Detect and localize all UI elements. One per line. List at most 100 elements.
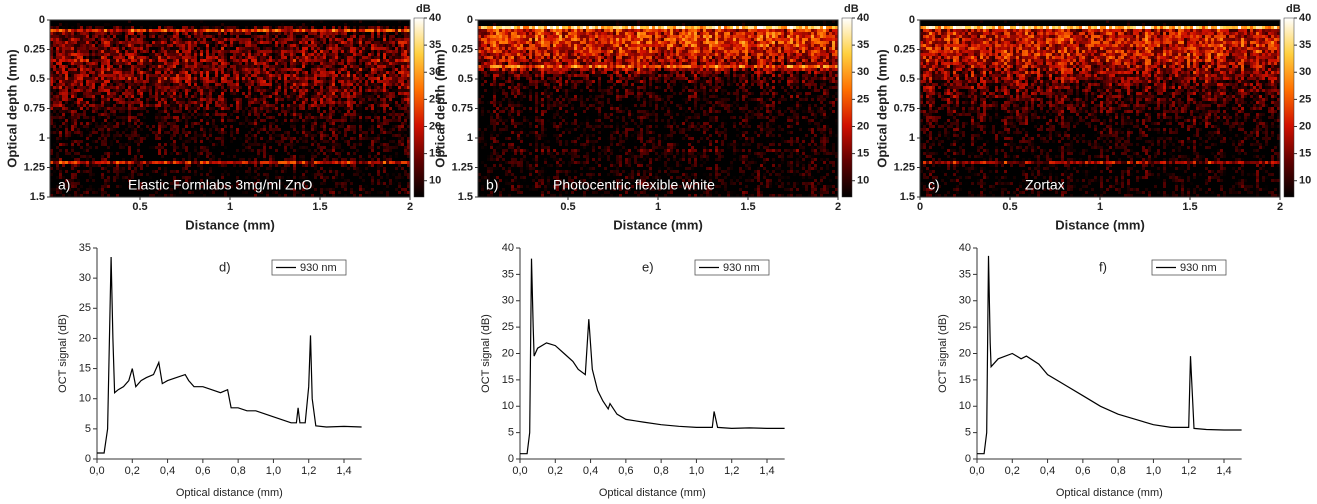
speckle — [284, 38, 287, 41]
speckle — [77, 62, 80, 65]
speckle — [224, 65, 227, 68]
speckle — [74, 38, 77, 41]
speckle — [80, 110, 83, 113]
speckle — [236, 77, 239, 80]
speckle — [299, 74, 302, 77]
speckle — [350, 110, 353, 113]
speckle — [332, 125, 335, 128]
speckle — [290, 125, 293, 128]
speckle — [218, 107, 221, 110]
speckle — [320, 47, 323, 50]
speckle — [152, 140, 155, 143]
speckle — [134, 140, 137, 143]
speckle — [71, 128, 74, 131]
speckle — [203, 116, 206, 119]
speckle — [383, 83, 386, 86]
speckle — [275, 86, 278, 89]
speckle — [113, 95, 116, 98]
speckle — [173, 44, 176, 47]
speckle — [95, 140, 98, 143]
speckle — [173, 68, 176, 71]
speckle — [56, 59, 59, 62]
speckle — [245, 89, 248, 92]
speckle — [98, 32, 101, 35]
speckle — [56, 53, 59, 56]
speckle — [218, 29, 221, 32]
speckle — [83, 74, 86, 77]
speckle — [314, 41, 317, 44]
speckle — [371, 68, 374, 71]
speckle — [146, 104, 149, 107]
speckle — [365, 56, 368, 59]
speckle — [71, 23, 74, 26]
speckle — [362, 107, 365, 110]
speckle — [137, 35, 140, 38]
speckle — [113, 62, 116, 65]
speckle — [89, 119, 92, 122]
speckle — [287, 56, 290, 59]
speckle — [89, 56, 92, 59]
speckle — [62, 68, 65, 71]
speckle — [284, 62, 287, 65]
speckle — [383, 68, 386, 71]
speckle — [281, 47, 284, 50]
speckle — [242, 65, 245, 68]
speckle — [266, 95, 269, 98]
speckle — [194, 44, 197, 47]
speckle — [230, 23, 233, 26]
speckle — [395, 140, 398, 143]
speckle — [212, 131, 215, 134]
speckle — [296, 101, 299, 104]
speckle — [380, 38, 383, 41]
speckle — [161, 140, 164, 143]
speckle — [140, 77, 143, 80]
speckle — [266, 128, 269, 131]
speckle — [245, 134, 248, 137]
speckle — [341, 41, 344, 44]
speckle — [326, 74, 329, 77]
speckle — [89, 86, 92, 89]
speckle — [107, 119, 110, 122]
speckle — [404, 116, 407, 119]
speckle — [221, 125, 224, 128]
speckle — [119, 59, 122, 62]
speckle — [401, 98, 404, 101]
speckle — [119, 32, 122, 35]
speckle — [107, 77, 110, 80]
speckle — [185, 104, 188, 107]
speckle — [167, 53, 170, 56]
speckle — [263, 92, 266, 95]
speckle — [104, 29, 107, 32]
speckle — [350, 74, 353, 77]
speckle — [164, 137, 167, 140]
speckle — [113, 83, 116, 86]
speckle — [59, 41, 62, 44]
speckle — [128, 101, 131, 104]
speckle — [86, 41, 89, 44]
speckle — [86, 116, 89, 119]
speckle — [56, 32, 59, 35]
speckle — [263, 50, 266, 53]
speckle — [110, 101, 113, 104]
speckle — [287, 110, 290, 113]
speckle — [308, 116, 311, 119]
speckle — [287, 89, 290, 92]
speckle — [386, 137, 389, 140]
speckle — [191, 137, 194, 140]
speckle — [338, 74, 341, 77]
speckle — [272, 101, 275, 104]
speckle — [284, 92, 287, 95]
speckle — [182, 140, 185, 143]
speckle — [377, 83, 380, 86]
speckle — [254, 89, 257, 92]
speckle — [161, 23, 164, 26]
speckle — [239, 92, 242, 95]
speckle — [233, 50, 236, 53]
speckle — [146, 86, 149, 89]
speckle — [161, 80, 164, 83]
speckle — [89, 50, 92, 53]
speckle — [152, 77, 155, 80]
speckle — [314, 116, 317, 119]
speckle — [290, 38, 293, 41]
speckle — [311, 80, 314, 83]
